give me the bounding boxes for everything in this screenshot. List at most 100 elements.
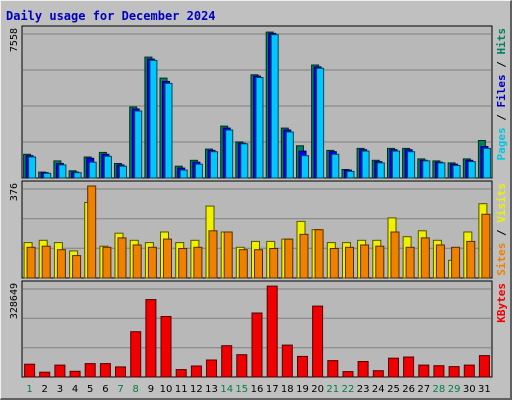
bar-sites-day-14 <box>223 231 233 279</box>
bar-kbytes-day-26 <box>403 356 415 378</box>
bar-pages-day-27 <box>422 160 431 179</box>
day-label: 12 <box>190 384 203 395</box>
legend-entry: / <box>495 55 508 75</box>
bar-sites-day-13 <box>208 230 218 279</box>
day-label: 6 <box>102 384 108 395</box>
bar-pages-day-28 <box>437 162 446 179</box>
day-label: 1 <box>26 384 32 395</box>
bar-sites-day-22 <box>345 246 354 279</box>
day-label: 29 <box>448 384 461 395</box>
day-label: 22 <box>342 384 355 395</box>
day-label: 23 <box>357 384 370 395</box>
bar-sites-day-26 <box>405 246 415 279</box>
max-value-label: 7558 <box>9 28 20 52</box>
bar-kbytes-day-23 <box>357 361 369 378</box>
bar-pages-day-17 <box>270 34 279 179</box>
day-label: 18 <box>281 384 294 395</box>
bar-kbytes-day-20 <box>312 305 324 378</box>
bar-sites-day-21 <box>329 248 339 279</box>
bar-kbytes-day-24 <box>372 370 384 378</box>
bar-pages-day-24 <box>376 162 385 179</box>
day-label: 24 <box>372 384 385 395</box>
bar-kbytes-day-18 <box>281 344 293 378</box>
bar-kbytes-day-3 <box>54 364 66 378</box>
max-value-label: 376 <box>9 183 20 201</box>
legend-entry: Sites <box>495 243 508 276</box>
bar-kbytes-day-2 <box>39 371 51 378</box>
bar-sites-day-5 <box>87 185 97 279</box>
bar-kbytes-day-17 <box>266 285 278 378</box>
bar-pages-day-4 <box>73 172 82 179</box>
bar-sites-day-24 <box>375 245 385 279</box>
bar-sites-day-6 <box>102 246 112 279</box>
bar-sites-day-20 <box>314 229 324 279</box>
bar-kbytes-day-22 <box>342 371 354 378</box>
legend-entry: / <box>495 108 508 128</box>
bar-pages-day-21 <box>331 153 340 179</box>
day-label: 8 <box>133 384 139 395</box>
bar-sites-day-18 <box>284 238 294 279</box>
chart-title: Daily usage for December 2024 <box>6 9 216 23</box>
bar-kbytes-day-30 <box>463 364 475 378</box>
bar-sites-day-12 <box>193 246 203 279</box>
day-label: 4 <box>72 384 78 395</box>
bar-pages-day-30 <box>467 161 476 179</box>
bar-pages-day-26 <box>407 151 416 179</box>
bar-kbytes-day-9 <box>145 299 157 378</box>
bar-sites-day-30 <box>466 240 476 279</box>
day-label: 2 <box>42 384 48 395</box>
bar-sites-day-16 <box>254 249 263 279</box>
bar-kbytes-day-21 <box>327 360 339 378</box>
legend-entry: / <box>495 223 508 243</box>
bar-kbytes-day-12 <box>190 365 202 378</box>
bar-pages-day-9 <box>149 59 158 179</box>
bar-pages-day-31 <box>482 147 491 179</box>
day-label: 25 <box>387 384 400 395</box>
day-label: 26 <box>402 384 415 395</box>
legend-entry: Pages <box>495 127 508 160</box>
bar-sites-day-23 <box>360 244 370 279</box>
day-label: 11 <box>175 384 188 395</box>
bar-kbytes-day-19 <box>297 355 308 378</box>
bar-kbytes-day-8 <box>130 331 142 378</box>
bar-kbytes-day-1 <box>24 363 36 378</box>
bar-sites-day-1 <box>26 246 36 279</box>
bar-sites-day-17 <box>269 248 279 279</box>
bar-pages-day-7 <box>119 165 127 179</box>
bar-sites-day-15 <box>238 249 248 279</box>
bar-kbytes-day-28 <box>433 365 445 378</box>
bar-sites-day-7 <box>117 237 127 279</box>
day-label: 16 <box>251 384 264 395</box>
legend-entry: Visits <box>495 183 508 223</box>
bar-sites-day-31 <box>481 213 491 279</box>
bar-kbytes-day-31 <box>478 355 490 378</box>
bar-kbytes-day-10 <box>160 316 172 378</box>
bar-pages-day-18 <box>285 131 294 179</box>
bar-kbytes-day-16 <box>251 312 263 378</box>
bar-pages-day-22 <box>346 170 355 179</box>
day-label: 17 <box>266 384 279 395</box>
bar-pages-day-19 <box>301 155 309 179</box>
bar-kbytes-day-25 <box>388 357 399 378</box>
series-legend: KBytes <box>495 283 508 323</box>
bar-pages-day-2 <box>43 172 52 179</box>
day-label: 5 <box>87 384 93 395</box>
bar-pages-day-16 <box>255 77 264 179</box>
bar-sites-day-3 <box>56 249 66 279</box>
bar-pages-day-14 <box>225 129 234 179</box>
legend-entry: KBytes <box>495 283 508 323</box>
bar-pages-day-13 <box>210 151 218 179</box>
series-legend: Pages / Files / Hits <box>495 28 508 161</box>
bar-kbytes-day-5 <box>84 363 96 378</box>
bar-sites-day-8 <box>132 244 142 279</box>
bar-sites-day-27 <box>420 237 430 279</box>
bar-kbytes-day-11 <box>175 369 187 378</box>
bar-kbytes-day-27 <box>418 364 430 378</box>
bar-pages-day-25 <box>392 150 400 179</box>
day-label: 31 <box>478 384 491 395</box>
day-label: 13 <box>205 384 218 395</box>
bar-sites-day-25 <box>390 231 400 279</box>
bar-pages-day-6 <box>103 155 112 179</box>
